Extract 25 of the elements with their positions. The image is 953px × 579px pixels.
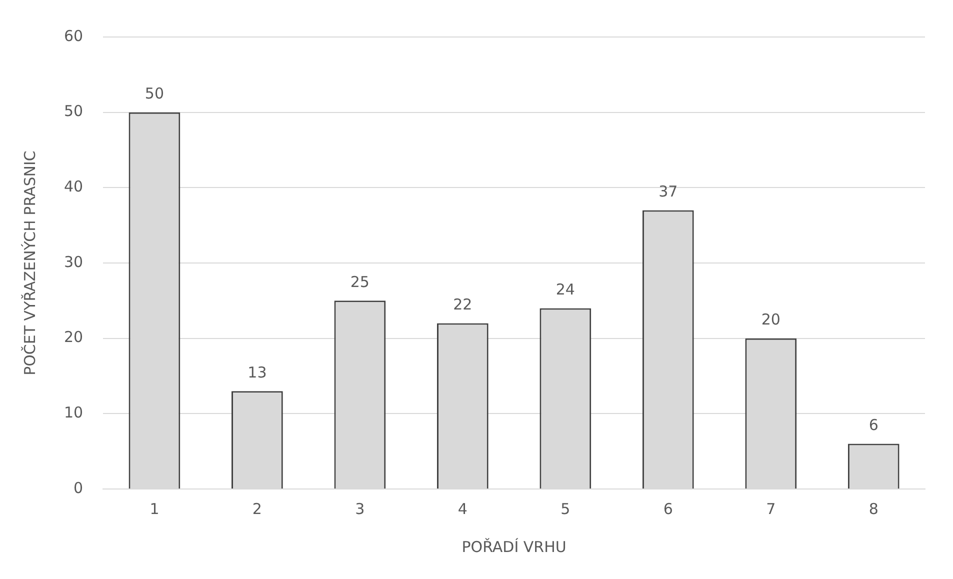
- x-tick-label: 2: [252, 500, 262, 518]
- x-axis-title: POŘADÍ VRHU: [462, 538, 566, 556]
- x-tick-label: 7: [766, 500, 776, 518]
- data-label: 24: [556, 280, 575, 299]
- y-axis-title: POČET VYŘAZENÝCH PRASNIC: [20, 150, 39, 376]
- data-label: 22: [453, 296, 472, 314]
- data-label: 13: [248, 363, 267, 382]
- x-tick-label: 3: [355, 500, 365, 518]
- y-tick-label: 30: [64, 252, 84, 271]
- y-tick-label: 50: [64, 102, 84, 120]
- y-tick-label: 0: [74, 478, 84, 497]
- data-label: 20: [761, 310, 780, 329]
- x-tick-label: 4: [458, 500, 468, 518]
- data-label: 37: [658, 182, 678, 201]
- y-tick-label: 60: [64, 26, 84, 45]
- y-tick-label: 20: [64, 328, 84, 346]
- data-label: 6: [868, 416, 878, 434]
- x-tick-label: 6: [663, 500, 673, 518]
- x-tick-label: 1: [150, 500, 160, 518]
- x-tick-label: 8: [868, 500, 878, 518]
- data-label: 50: [144, 84, 164, 103]
- y-tick-label: 10: [64, 404, 84, 422]
- data-label: 25: [350, 273, 370, 292]
- y-tick-label: 40: [64, 178, 84, 196]
- x-tick-label: 5: [560, 500, 570, 518]
